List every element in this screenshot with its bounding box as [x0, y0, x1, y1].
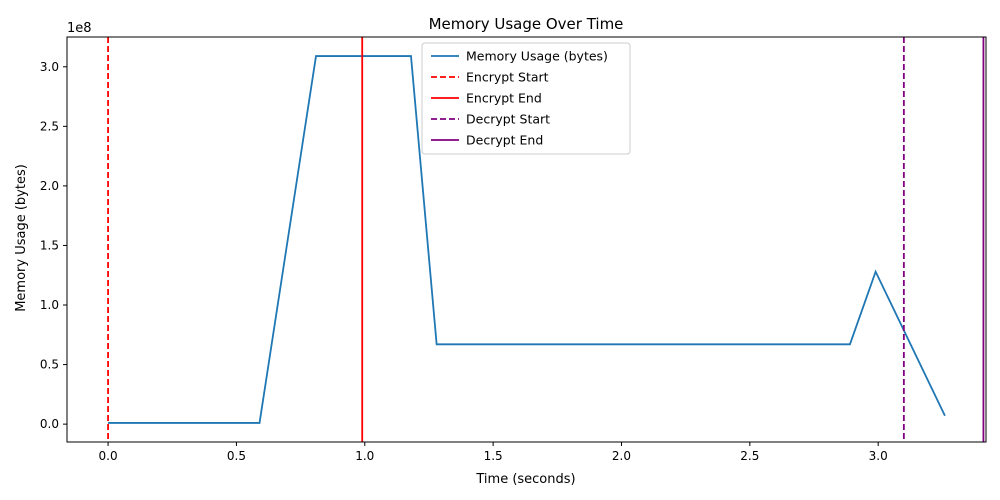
legend-label-decrypt-start: Decrypt Start [466, 112, 550, 127]
y-tick-label: 1.0 [40, 298, 59, 312]
y-tick-label: 3.0 [40, 60, 59, 74]
x-axis-label: Time (seconds) [475, 472, 575, 487]
y-tick-label: 0.5 [40, 358, 59, 372]
y-tick-label: 2.5 [40, 119, 59, 133]
chart-title: Memory Usage Over Time [429, 15, 624, 33]
x-tick-label: 1.0 [355, 449, 374, 463]
legend-label-decrypt-end: Decrypt End [466, 133, 543, 148]
series-line-memory-usage [108, 55, 946, 424]
x-tick-label: 2.0 [612, 449, 631, 463]
x-tick-label: 0.5 [227, 449, 246, 463]
legend-label-encrypt-start: Encrypt Start [466, 70, 549, 85]
y-axis-label: Memory Usage (bytes) [14, 164, 29, 312]
legend-box [421, 42, 631, 155]
y-tick-label: 1.5 [40, 238, 59, 252]
axis-ticks: 0.0 0.5 1.0 1.5 2.0 2.5 3.0 0.0 0.5 1.0 1.5 2.0 2.5 3… [40, 60, 888, 463]
legend-label-memory-usage: Memory Usage (bytes) [466, 49, 608, 64]
x-tick-label: 0.0 [99, 449, 118, 463]
y-offset-label: 1e8 [67, 21, 92, 36]
plot-area [66, 36, 987, 443]
legend-label-encrypt-end: Encrypt End [466, 91, 542, 106]
y-tick-label: 0.0 [40, 417, 59, 431]
legend: Memory Usage (bytes) Encrypt Start Encrypt… [421, 42, 631, 155]
x-tick-label: 3.0 [869, 449, 888, 463]
axes-frame [66, 36, 987, 443]
x-tick-label: 1.5 [484, 449, 503, 463]
y-tick-label: 2.0 [40, 179, 59, 193]
x-tick-label: 2.5 [740, 449, 759, 463]
